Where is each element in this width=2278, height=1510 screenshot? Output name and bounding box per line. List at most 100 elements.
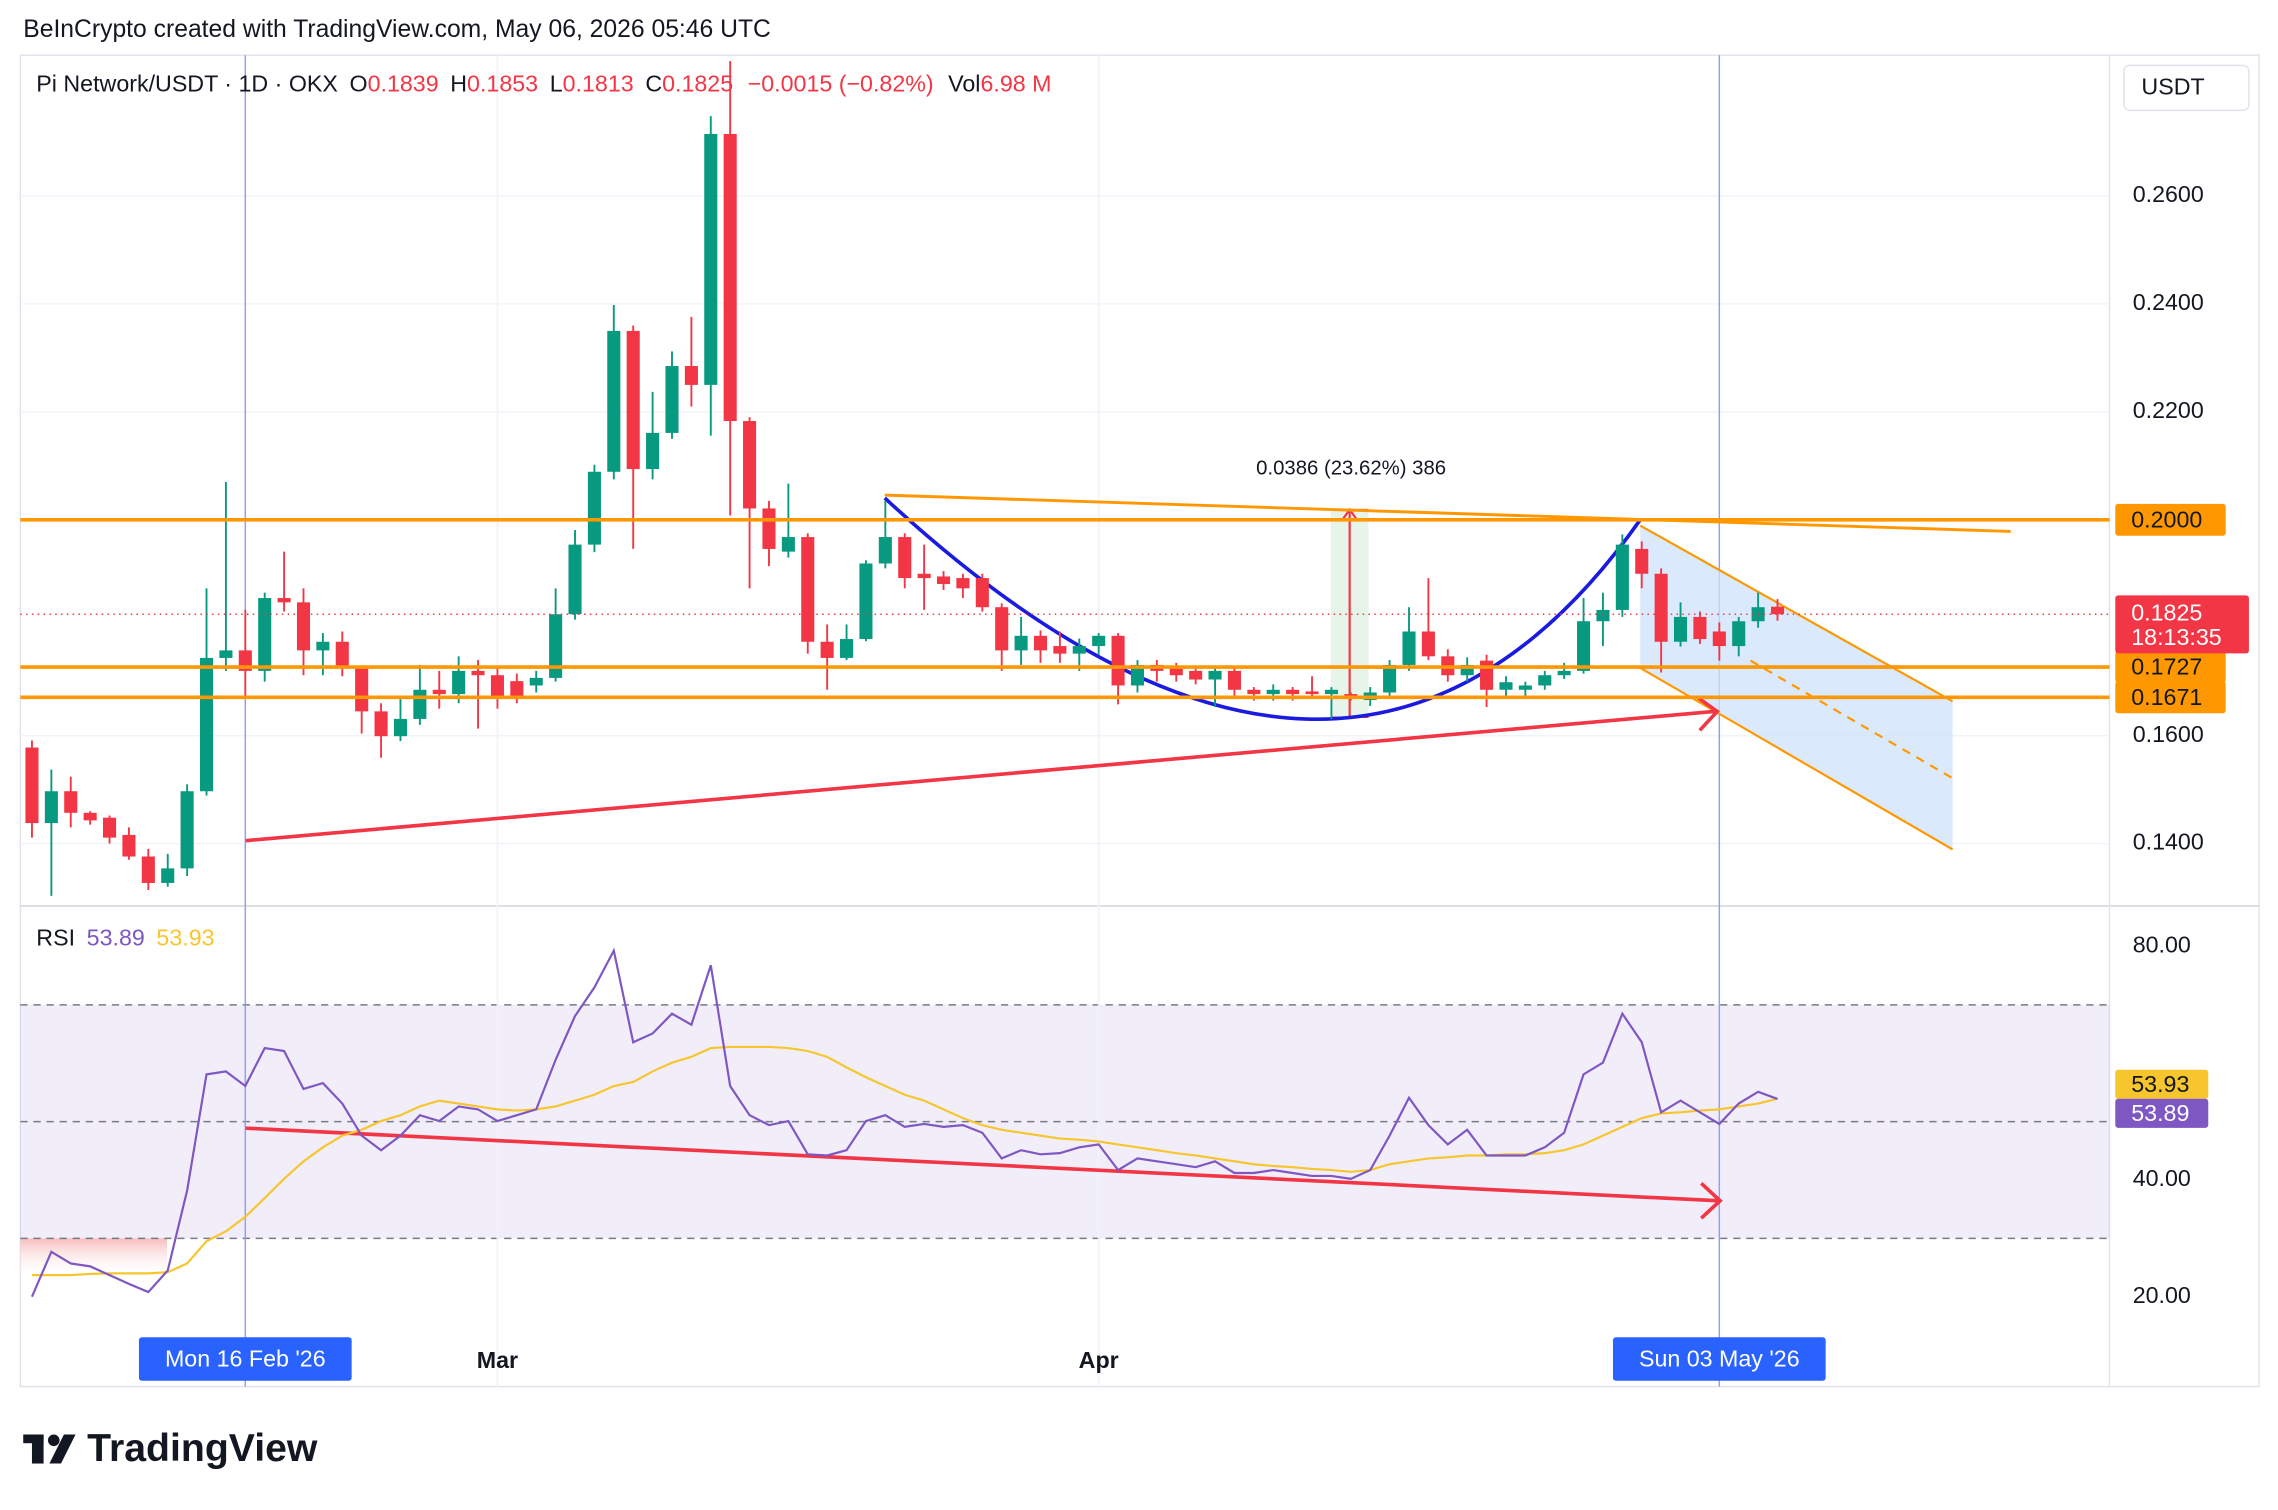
candle-body: [704, 133, 718, 385]
change: −0.0015 (−0.82%): [748, 71, 934, 97]
y-tick-label: 0.2200: [2133, 397, 2204, 423]
candle-body: [374, 711, 388, 737]
level-label-box: [2115, 681, 2226, 714]
last-price-box: [2115, 595, 2249, 654]
candle-body: [1053, 646, 1067, 654]
candle-body: [1208, 670, 1222, 680]
level-label-box: [2115, 651, 2226, 684]
candle-body: [1033, 635, 1048, 651]
candle-body: [471, 670, 485, 676]
candle-body: [1654, 573, 1668, 642]
ohlc-letter: L: [550, 71, 563, 97]
candle-body: [1577, 621, 1591, 671]
candle-body: [568, 544, 582, 615]
candle-body: [1538, 675, 1552, 686]
candle-body: [878, 537, 892, 564]
candle-body: [1712, 631, 1726, 647]
candle-body: [975, 578, 989, 608]
ohlc-value: 0.1813: [563, 71, 634, 97]
level-label: 0.2000: [2131, 506, 2202, 532]
candle-body: [549, 614, 563, 678]
candle-body: [781, 537, 795, 552]
currency[interactable]: USDT: [2141, 74, 2204, 100]
candle-body: [180, 791, 194, 869]
candle-body: [1169, 668, 1183, 676]
countdown: 18:13:35: [2131, 624, 2221, 650]
channel-upper: [1639, 524, 1954, 703]
symbol: Pi Network/USDT · 1D · OKX: [36, 71, 338, 97]
rsi-value: 53.89: [87, 925, 145, 951]
candle-body: [103, 817, 117, 838]
candle-body: [1072, 646, 1086, 654]
candle-body: [646, 432, 660, 470]
cup-curve: [883, 496, 1642, 721]
candle-body: [1130, 664, 1145, 686]
candle-body: [141, 856, 155, 883]
frame: [19, 54, 2260, 1388]
candle-body: [1693, 616, 1707, 640]
y-tick-label: 0.2400: [2133, 289, 2204, 315]
candle-body: [665, 365, 679, 433]
candle-body: [1460, 664, 1474, 676]
y-tick-label: 20.00: [2133, 1282, 2191, 1308]
x-tick-label: Apr: [1079, 1347, 1119, 1373]
candle-body: [1227, 670, 1241, 690]
candle-body: [626, 330, 640, 470]
credit: BeInCrypto created with TradingView.com,…: [23, 16, 771, 43]
candle-body: [1383, 664, 1397, 693]
candle-body: [1344, 694, 1358, 697]
y-tick-label: 0.1600: [2133, 721, 2204, 747]
candle-body: [277, 598, 291, 603]
candle-body: [219, 650, 233, 658]
candle-body: [1480, 660, 1494, 690]
legend-line: Pi Network/USDT · 1D · OKX O0.1839 H0.1853…: [36, 71, 1051, 97]
candle-body: [64, 791, 78, 813]
candle-body: [1014, 635, 1028, 651]
rsi-band: [20, 1004, 2110, 1239]
candle-body: [1092, 635, 1106, 647]
candle-body: [529, 677, 543, 686]
x-tick-label: Mon 16 Feb '26: [165, 1346, 326, 1372]
rsi-value-box: [2115, 1098, 2209, 1128]
currency-box[interactable]: [2123, 64, 2250, 112]
x-tick-label: Sun 03 May '26: [1639, 1346, 1800, 1372]
rsi-line: [30, 947, 1778, 1298]
ohlc-letter: O: [350, 71, 368, 97]
candle-body: [936, 576, 951, 585]
candle-body: [1402, 631, 1416, 665]
candle-body: [1557, 670, 1571, 676]
candle-body: [490, 675, 504, 697]
candle-body: [452, 670, 466, 695]
last-price-label: 0.1825: [2131, 599, 2202, 625]
candle-body: [296, 602, 311, 651]
candle-body: [1305, 691, 1319, 695]
channel-mid: [1750, 659, 1954, 780]
support-arrowhead: [1695, 695, 1720, 732]
rsi-ma-value: 53.93: [156, 925, 214, 951]
logo-text: TradingView: [87, 1427, 318, 1470]
ohlc-value: 0.1825: [662, 71, 733, 97]
x-tick-label: Mar: [477, 1347, 518, 1373]
candle-body: [1247, 689, 1261, 695]
rsi-value-box: [2115, 1069, 2209, 1099]
y-tick-label: 80.00: [2133, 932, 2191, 958]
candle-body: [1499, 682, 1513, 690]
vol-label: Vol: [948, 71, 980, 97]
candle-body: [1189, 670, 1203, 680]
candle-body: [258, 598, 272, 671]
rsi-legend: RSI 53.89 53.93: [36, 925, 214, 951]
y-tick-label: 0.2600: [2133, 181, 2204, 207]
candle-body: [1324, 689, 1338, 695]
candle-body: [1615, 544, 1629, 610]
y-tick-label: 0.1400: [2133, 829, 2204, 855]
candle-body: [956, 578, 970, 589]
candle-body: [1635, 548, 1649, 574]
level-label: 0.1727: [2131, 654, 2202, 680]
ohlc-letter: C: [645, 71, 662, 97]
rsi-value-label: 53.89: [2131, 1100, 2189, 1126]
candle-body: [1266, 689, 1280, 695]
candle-body: [316, 641, 330, 651]
candle-body: [25, 747, 39, 824]
candle-body: [1596, 609, 1610, 622]
